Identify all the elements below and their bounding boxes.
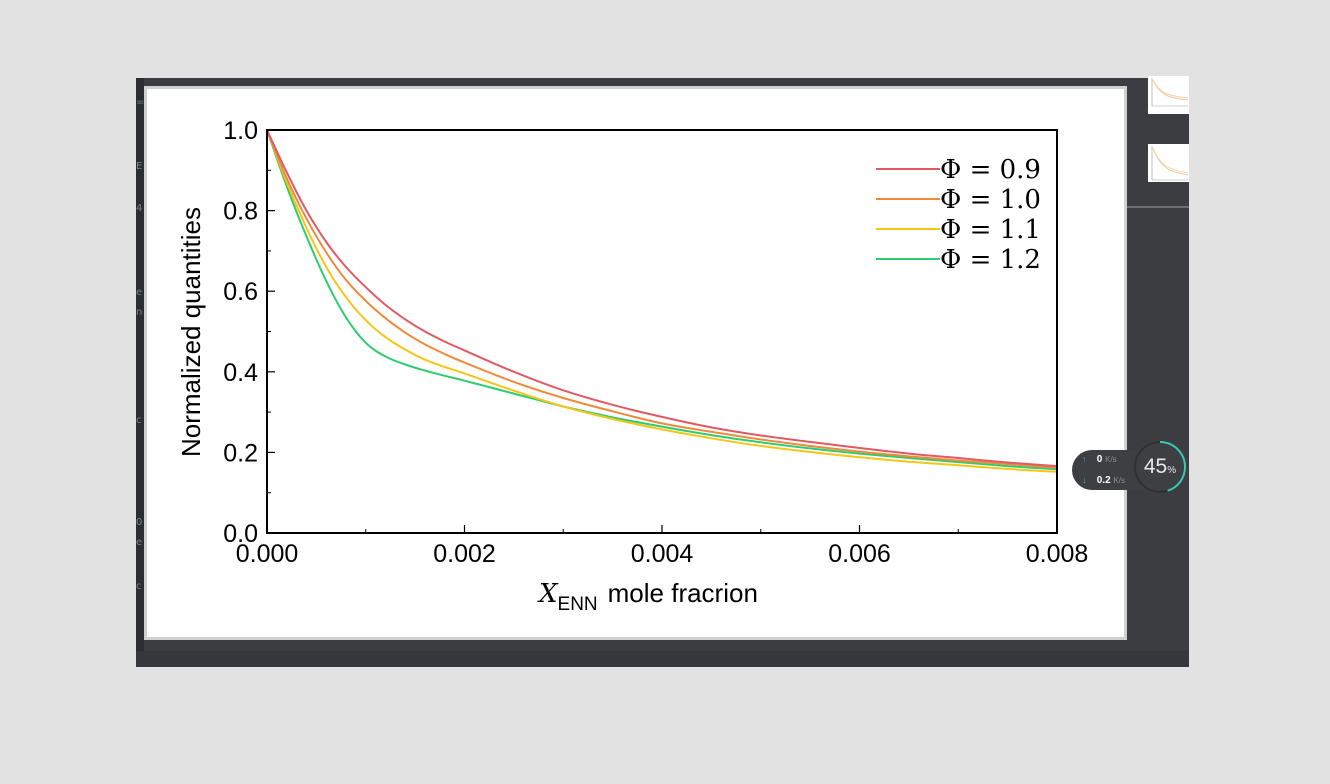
left-pane-mark: e	[136, 287, 143, 298]
legend-label: Φ = 1.2	[940, 245, 1041, 275]
series-line	[266, 129, 1058, 473]
y-tick-label: 0.8	[223, 198, 258, 226]
y-tick-label: 0.2	[223, 439, 258, 467]
status-bar	[136, 651, 1189, 667]
left-pane-mark: E	[136, 161, 143, 172]
upload-value: 0	[1096, 454, 1103, 465]
y-axis-label: Normalized quantities	[176, 207, 206, 457]
left-pane-mark: n	[136, 307, 143, 318]
plot-frame	[266, 129, 1058, 534]
x-axis-symbol: X	[537, 579, 559, 609]
upload-speed: ↑ 0 K/s	[1082, 454, 1117, 465]
series-line	[266, 129, 1058, 469]
left-pane-mark: c	[136, 581, 142, 592]
slide-thumbnail[interactable]	[1148, 76, 1189, 114]
x-axis-text: mole fracrion	[608, 578, 758, 608]
legend-label: Φ = 1.0	[940, 185, 1041, 215]
left-pane-mark: c	[136, 415, 142, 426]
x-tick-label: 0.004	[631, 540, 694, 568]
x-tick-label: 0.002	[433, 540, 496, 568]
y-tick-label: 1.0	[223, 117, 258, 145]
chart-legend: Φ = 0.9Φ = 1.0Φ = 1.1Φ = 1.2	[876, 155, 1041, 275]
series-line	[266, 129, 1058, 468]
y-tick-label: 0.6	[223, 278, 258, 306]
slide-thumbnail[interactable]	[1148, 144, 1189, 182]
upload-arrow-icon: ↑	[1082, 454, 1087, 464]
series-line	[266, 129, 1058, 471]
slide-frame: 0.000 0.002 0.004 0.006 0.008 0.0 0.2 0.4 0.6 0.…	[144, 86, 1127, 640]
network-monitor[interactable]: ↑ 0 K/s ↓ 0.2 K/s 45%	[1072, 439, 1188, 498]
legend-label: Φ = 1.1	[940, 215, 1041, 245]
x-tick-label: 0.000	[236, 540, 299, 568]
x-axis-label: XENN mole fracrion	[537, 578, 758, 615]
download-value: 0.2	[1096, 475, 1111, 486]
left-pane-mark: 0	[136, 517, 143, 528]
download-arrow-icon: ↓	[1082, 475, 1087, 485]
x-tick-label: 0.008	[1026, 540, 1089, 568]
left-pane-mark: e	[136, 537, 143, 548]
cpu-unit: %	[1167, 465, 1177, 476]
upload-unit: K/s	[1105, 455, 1117, 464]
x-axis-subscript: ENN	[558, 594, 598, 615]
y-tick-label: 0.0	[223, 520, 258, 548]
x-tick-labels: 0.000 0.002 0.004 0.006 0.008	[236, 540, 1089, 568]
download-speed: ↓ 0.2 K/s	[1082, 475, 1125, 486]
thumbnail-panel	[1127, 76, 1189, 667]
left-pane-mark: 4	[136, 203, 143, 214]
cpu-value: 45	[1143, 455, 1168, 478]
chart-series	[266, 129, 1058, 473]
y-tick-label: 0.4	[223, 359, 258, 387]
cpu-usage-gauge[interactable]: 45%	[1132, 439, 1188, 495]
left-pane-mark: =	[136, 97, 145, 108]
left-pane-edge: = E 4 e n c 0 e c	[136, 78, 144, 667]
x-tick-label: 0.006	[828, 540, 891, 568]
panel-divider	[1127, 206, 1189, 208]
cpu-percent: 45%	[1132, 439, 1188, 495]
chart-ticks	[266, 129, 1058, 534]
slide-canvas[interactable]: 0.000 0.002 0.004 0.006 0.008 0.0 0.2 0.4 0.6 0.…	[147, 89, 1124, 637]
line-chart: 0.000 0.002 0.004 0.006 0.008 0.00.20.40.60.…	[176, 117, 1089, 615]
legend-label: Φ = 0.9	[940, 155, 1041, 185]
download-unit: K/s	[1113, 476, 1126, 485]
y-tick-labels: 0.0 0.2 0.4 0.6 0.8 1.0	[223, 117, 258, 548]
cpu-ring	[1134, 441, 1186, 493]
presentation-window: = E 4 e n c 0 e c 0.000 0.002 0.004 0.006 0.…	[136, 76, 1189, 667]
